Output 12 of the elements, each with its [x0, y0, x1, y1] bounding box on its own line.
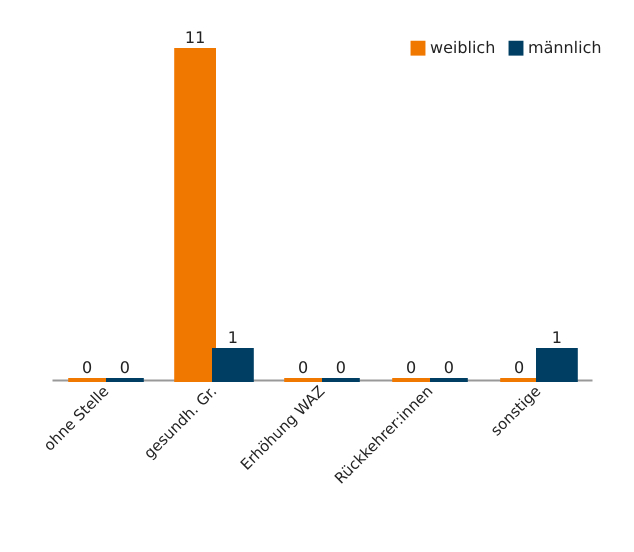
data-label: 0 [120, 358, 130, 377]
legend-label: weiblich [430, 38, 496, 58]
data-label: 0 [298, 358, 308, 377]
legend-label: männlich [528, 38, 602, 58]
data-label: 0 [82, 358, 92, 377]
data-label: 1 [552, 328, 562, 347]
data-label: 0 [336, 358, 346, 377]
data-label: 1 [228, 328, 238, 347]
data-label: 0 [406, 358, 416, 377]
data-label: 0 [514, 358, 524, 377]
data-label: 0 [444, 358, 454, 377]
data-label: 11 [184, 28, 206, 47]
